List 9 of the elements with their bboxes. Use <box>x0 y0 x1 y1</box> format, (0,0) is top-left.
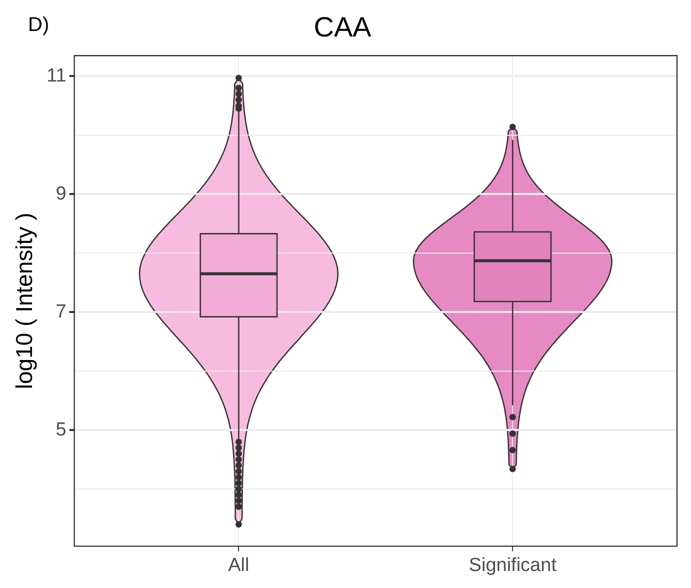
y-tick-label: 11 <box>46 65 66 86</box>
x-tick-label: Significant <box>468 554 558 576</box>
y-tick-label: 7 <box>56 301 66 322</box>
y-axis-title: log10 ( Intensity ) <box>11 212 38 390</box>
x-tick-label: All <box>228 554 250 576</box>
text: D) <box>28 14 50 37</box>
y-tick-label: 5 <box>56 419 66 440</box>
chart-title: CAA <box>314 12 372 43</box>
y-tick-label: 9 <box>56 183 66 204</box>
